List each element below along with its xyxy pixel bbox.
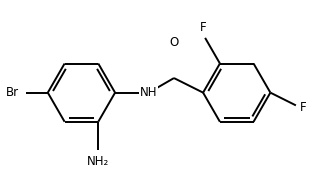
Text: O: O (169, 36, 178, 49)
Text: F: F (200, 21, 206, 34)
Text: NH: NH (140, 86, 158, 99)
Text: NH₂: NH₂ (87, 155, 109, 168)
Text: F: F (299, 101, 306, 114)
Text: Br: Br (5, 86, 19, 99)
